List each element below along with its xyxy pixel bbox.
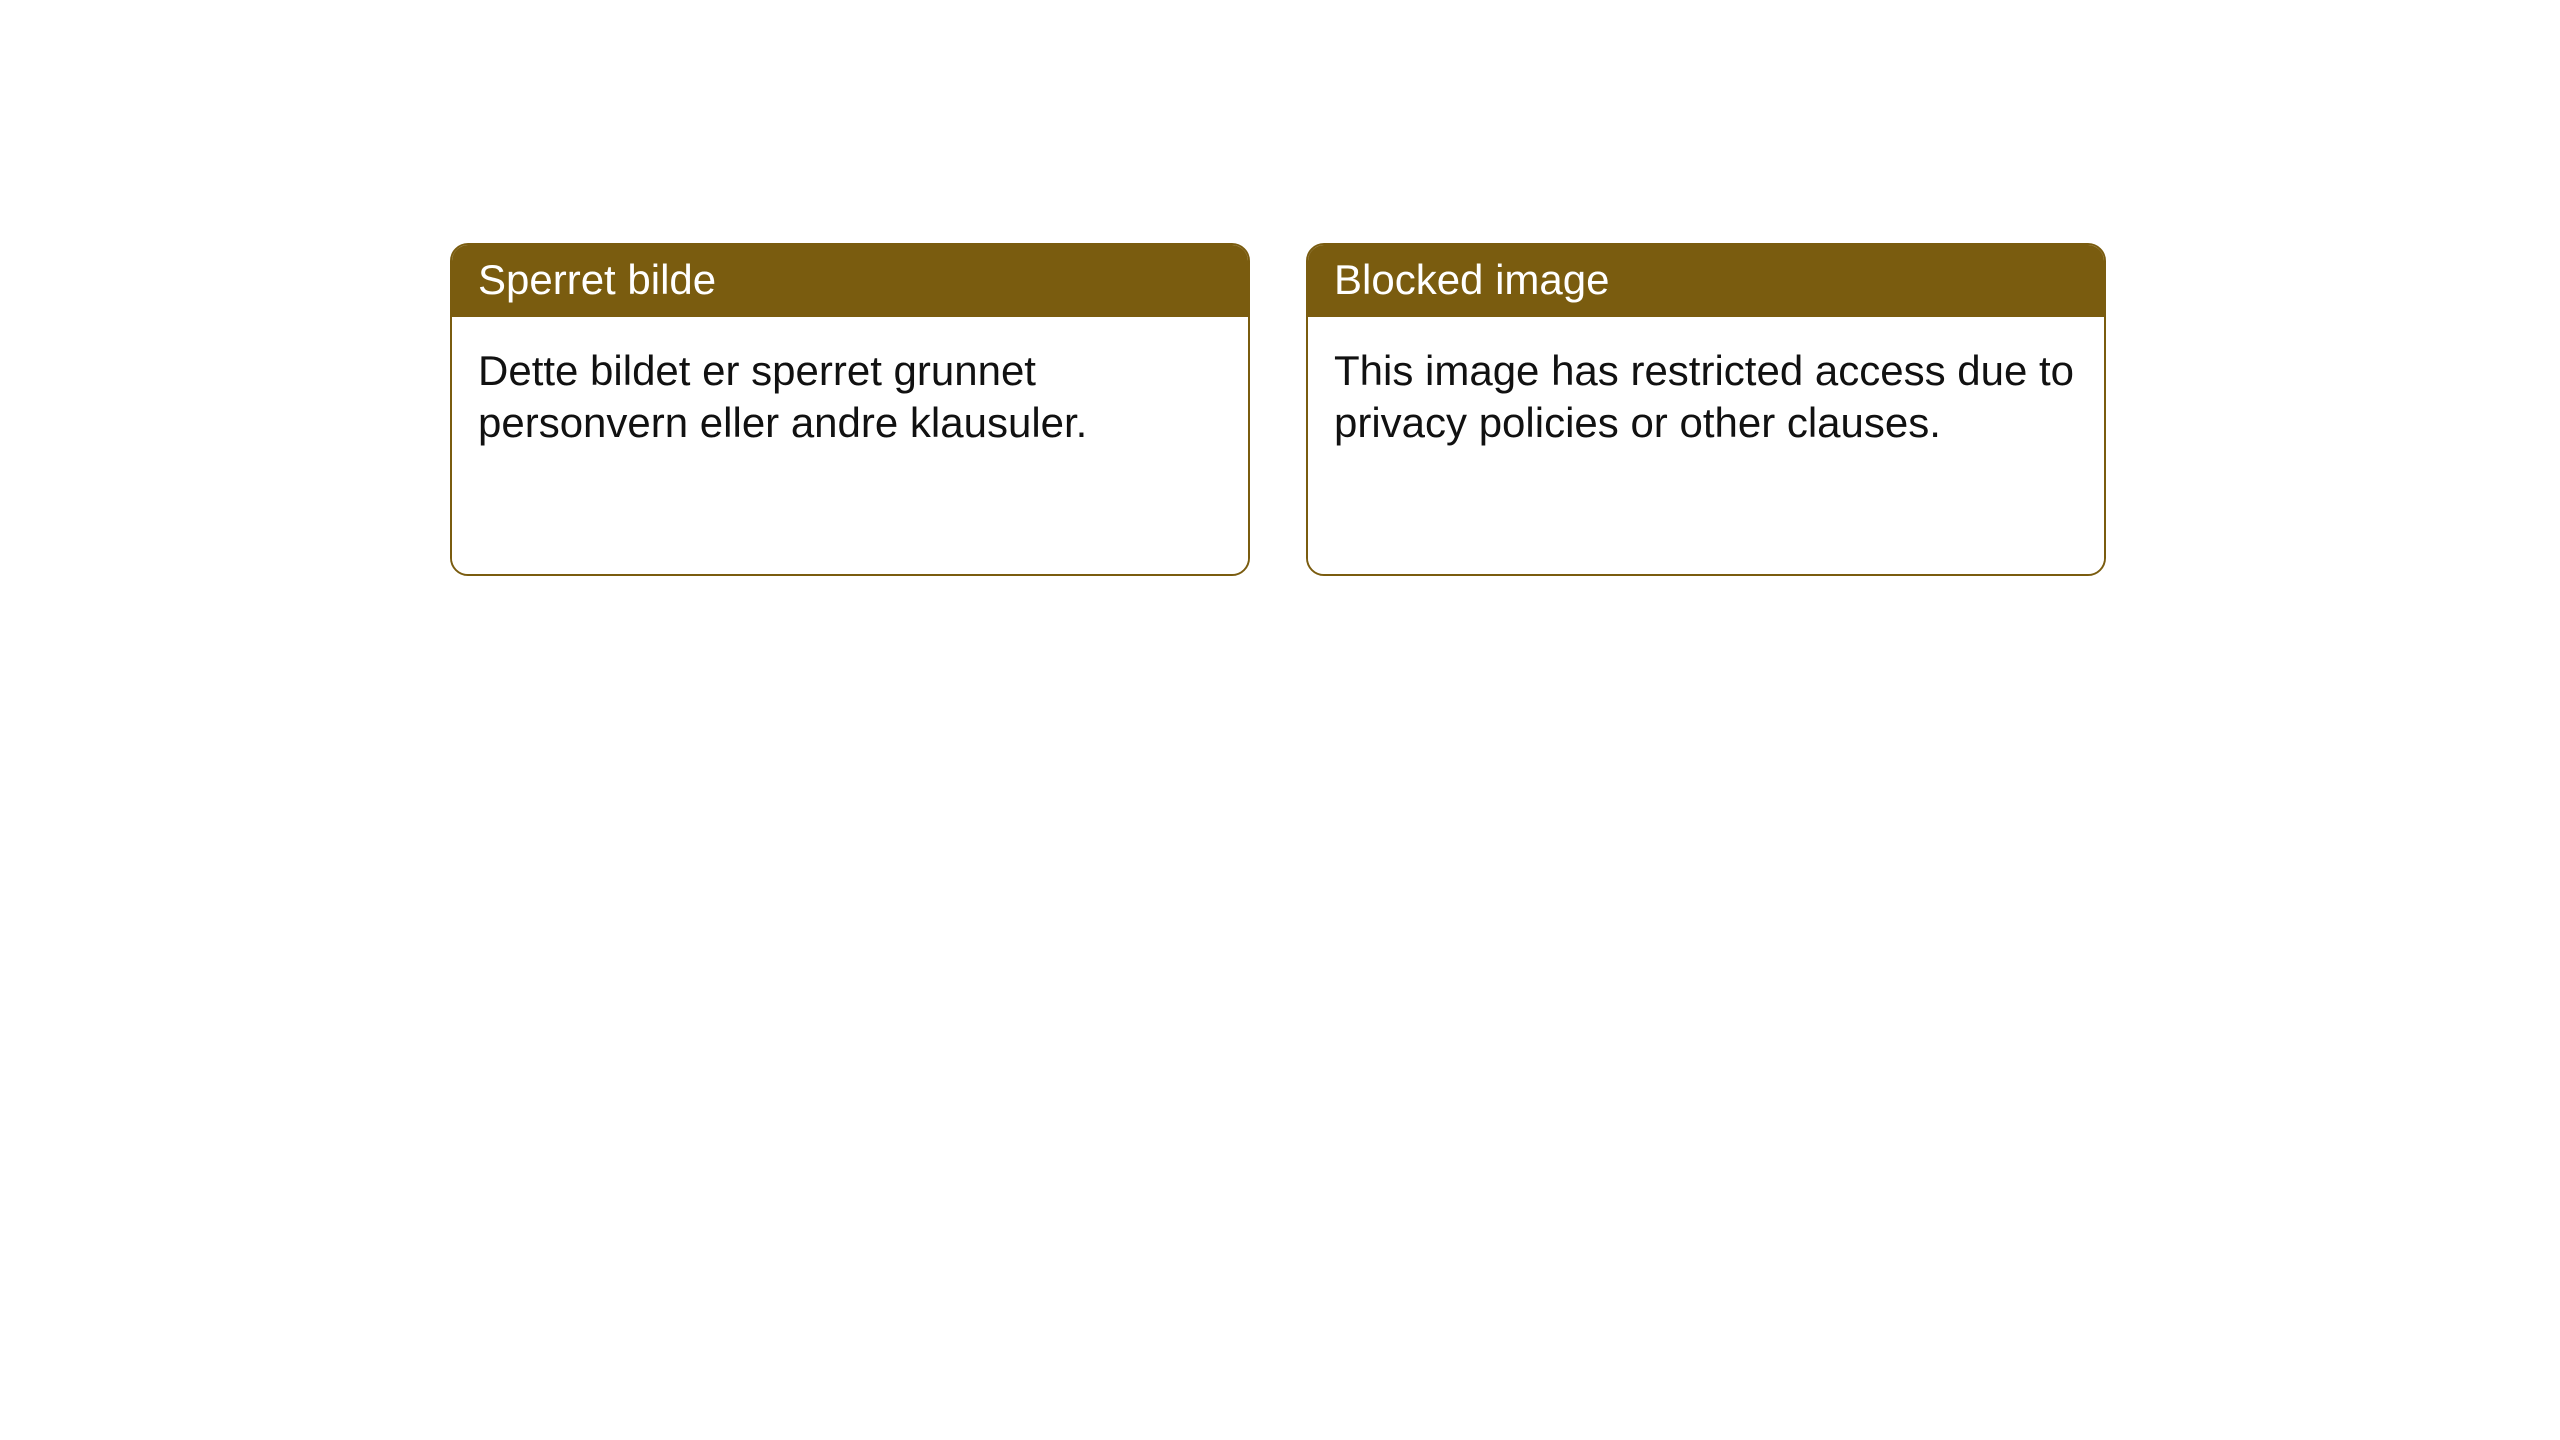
notice-card-body-en: This image has restricted access due to … [1308,317,2104,574]
notice-card-no: Sperret bilde Dette bildet er sperret gr… [450,243,1250,576]
notice-card-en: Blocked image This image has restricted … [1306,243,2106,576]
notice-card-title-en: Blocked image [1308,245,2104,317]
notice-container: Sperret bilde Dette bildet er sperret gr… [0,0,2560,576]
notice-card-body-no: Dette bildet er sperret grunnet personve… [452,317,1248,574]
notice-card-title-no: Sperret bilde [452,245,1248,317]
